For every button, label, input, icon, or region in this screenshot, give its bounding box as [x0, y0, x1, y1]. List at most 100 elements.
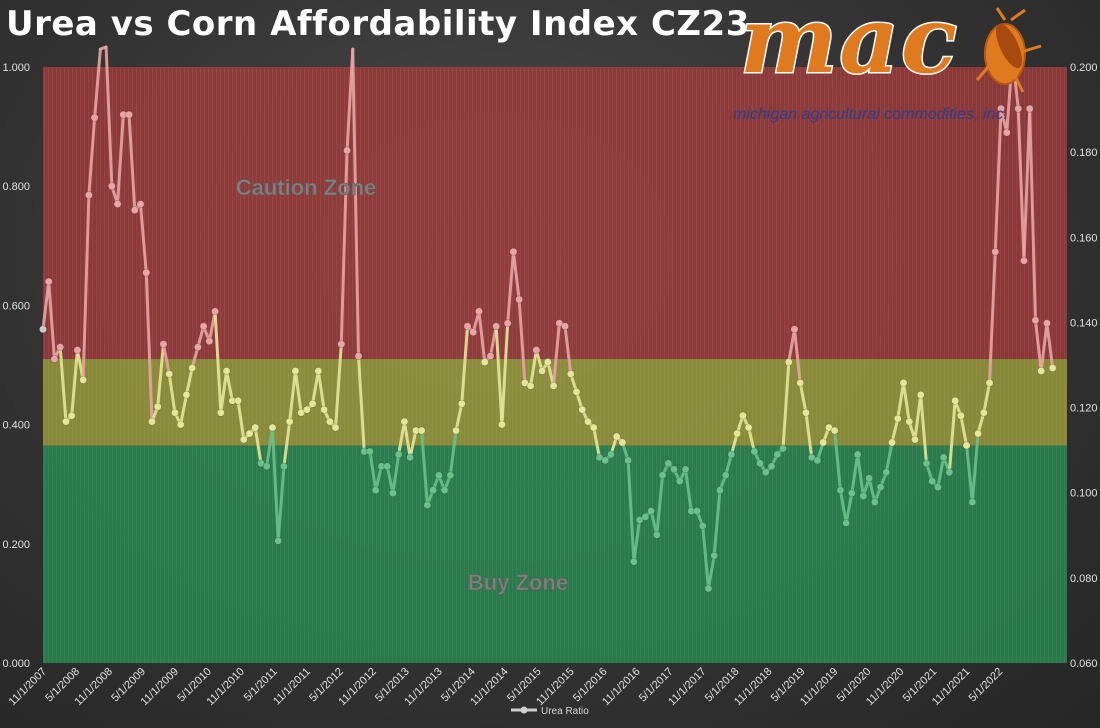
data-point [779, 444, 787, 453]
data-point [1020, 256, 1028, 265]
series-line-segment [408, 429, 418, 459]
data-point [302, 405, 311, 414]
data-point [440, 486, 449, 495]
data-point [784, 358, 793, 366]
series-line-segment [500, 321, 510, 427]
data-point [406, 453, 415, 462]
data-point [664, 459, 673, 468]
data-point [171, 408, 179, 417]
data-point [400, 417, 409, 426]
data-point [922, 459, 931, 468]
data-point [234, 396, 242, 405]
data-point [148, 417, 156, 426]
data-point [767, 462, 776, 471]
data-point [612, 432, 621, 441]
data-point [693, 507, 701, 515]
chart-title: Urea vs Corn Affordability Index CZ23 [6, 4, 750, 44]
y-left-tick-label: 0.600 [2, 300, 30, 312]
series-line-segment [339, 148, 349, 346]
data-point [193, 343, 202, 352]
data-point [607, 450, 615, 459]
data-point [222, 367, 231, 375]
y-right-tick-label: 0.180 [1070, 147, 1098, 159]
data-point [274, 536, 283, 545]
data-point [601, 456, 610, 465]
data-point [67, 411, 76, 420]
data-point [870, 498, 879, 506]
series-line-segment [563, 324, 573, 376]
series-line-segment [724, 452, 733, 477]
series-line-segment [81, 193, 91, 382]
data-point [90, 113, 99, 122]
data-point [756, 459, 764, 468]
x-tick-label: 11/1/2007 [7, 666, 50, 709]
data-point [291, 367, 300, 375]
series-line-segment [902, 381, 911, 424]
series-line-segment [288, 369, 297, 424]
series-line-segment [156, 342, 165, 409]
data-point [469, 328, 478, 337]
series-line-segment [190, 345, 200, 370]
data-point [549, 381, 558, 390]
series-line-segment [167, 372, 177, 415]
data-point [308, 399, 317, 408]
data-point [515, 295, 524, 304]
data-point [538, 367, 546, 375]
y-right-tick-label: 0.100 [1070, 488, 1098, 500]
series-line-segment [357, 354, 366, 453]
y-right-tick-label: 0.140 [1070, 317, 1098, 329]
data-point [721, 471, 730, 480]
data-point [555, 319, 564, 328]
data-point [629, 557, 638, 566]
data-point [130, 206, 139, 214]
series-line-segment [982, 381, 992, 415]
series-line-segment [282, 420, 292, 468]
data-point [796, 378, 805, 387]
data-point [257, 459, 265, 468]
series-line-segment [701, 524, 710, 590]
data-point [698, 522, 707, 530]
data-point [578, 405, 587, 414]
data-point [331, 423, 340, 432]
data-point [503, 319, 512, 328]
series-line-segment [139, 202, 148, 275]
data-point [371, 486, 380, 495]
series-line-segment [276, 464, 286, 543]
series-line-segment [976, 411, 986, 436]
series-line-segment [494, 324, 504, 427]
series-line-segment [511, 250, 521, 301]
data-point [39, 325, 47, 334]
series-line-segment [552, 321, 561, 388]
series-line-segment [896, 381, 906, 421]
data-point [142, 268, 151, 277]
data-point [991, 247, 1000, 256]
series-line-segment [655, 473, 665, 537]
y-right-tick-label: 0.200 [1070, 62, 1098, 74]
data-point [475, 307, 483, 316]
series-line-segment [270, 426, 280, 543]
data-point [205, 337, 214, 346]
series-line-segment [391, 452, 401, 495]
series-line-segment [965, 443, 974, 504]
data-point [807, 453, 816, 462]
data-point [176, 420, 185, 429]
data-point [1048, 364, 1057, 372]
data-point [463, 322, 472, 331]
y-right-tick-label: 0.080 [1070, 573, 1098, 585]
data-point [532, 346, 541, 354]
data-point [526, 381, 535, 390]
series-line-segment [351, 47, 361, 358]
data-point [865, 474, 873, 483]
series-line-segment [804, 411, 814, 459]
data-point [618, 438, 627, 447]
x-tick-label: 5/1/2022 [967, 666, 1006, 705]
data-point [153, 402, 162, 411]
data-point [188, 364, 197, 372]
data-point [280, 462, 288, 471]
data-point [847, 489, 856, 498]
y-left-tick-label: 0.200 [2, 539, 30, 551]
data-point [113, 200, 122, 208]
series-line-segment [184, 366, 194, 397]
data-point [985, 378, 994, 387]
series-line-segment [316, 369, 326, 412]
